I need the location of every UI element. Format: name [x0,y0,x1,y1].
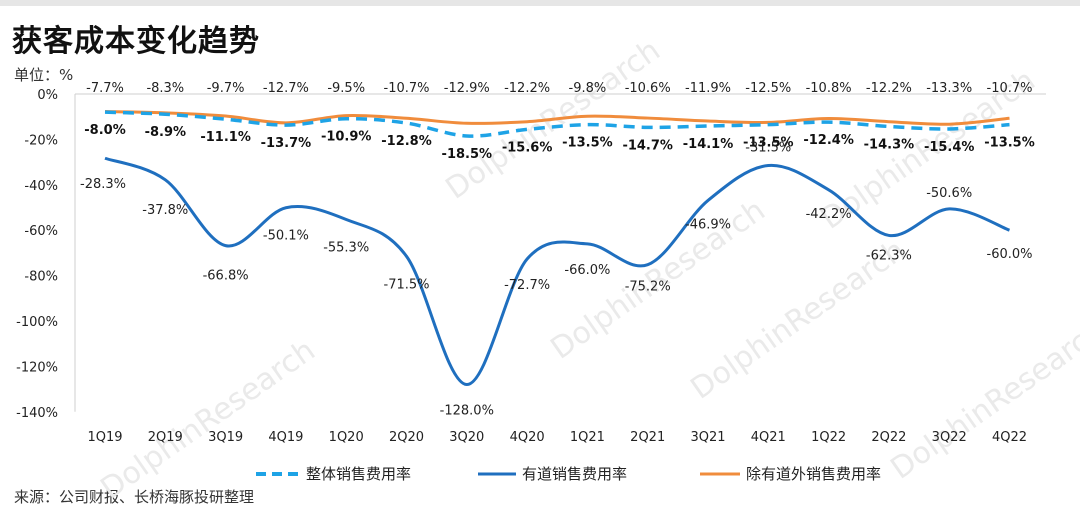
y-tick-label: -80% [24,270,58,285]
data-label-youdao: -42.2% [806,207,852,222]
legend-label-youdao: 有道销售费用率 [522,465,627,483]
data-label-overall: -13.5% [562,136,613,151]
y-tick-label: -120% [16,360,58,375]
x-tick-label: 1Q19 [87,430,122,445]
data-label-overall: -14.3% [864,137,915,152]
data-label-overall: -18.5% [442,147,493,162]
data-label-youdao: -50.6% [926,186,972,201]
y-tick-label: -40% [24,179,58,194]
data-label-excl-youdao: -9.7% [207,81,245,96]
data-label-excl-youdao: -12.2% [866,81,912,96]
data-label-excl-youdao: -11.9% [685,81,731,96]
data-label-overall: -12.4% [803,133,854,148]
data-label-overall: -15.4% [924,140,975,155]
x-tick-label: 1Q20 [329,430,364,445]
x-tick-label: 4Q19 [268,430,303,445]
series-line-youdao [104,156,1011,387]
x-tick-label: 2Q19 [148,430,183,445]
x-tick-label: 3Q22 [932,430,967,445]
x-tick-label: 3Q20 [449,430,484,445]
data-label-excl-youdao: -12.7% [263,81,309,96]
data-label-youdao: -62.3% [866,248,912,263]
y-tick-label: -140% [16,406,58,421]
y-tick-label: -100% [16,315,58,330]
data-label-youdao: -71.5% [384,277,430,292]
series-line-overall [104,110,1010,138]
x-tick-label: 2Q22 [871,430,906,445]
data-label-overall: -8.9% [145,125,186,140]
x-tick-label: 4Q20 [510,430,545,445]
data-label-youdao: -55.3% [323,241,369,256]
y-tick-label: 0% [37,88,58,103]
data-label-youdao: -75.2% [625,280,671,295]
data-label-excl-youdao: -10.7% [987,81,1033,96]
data-label-excl-youdao: -12.2% [504,81,550,96]
x-tick-label: 2Q20 [389,430,424,445]
data-label-excl-youdao: -9.5% [327,81,365,96]
data-label-overall: -11.1% [200,130,251,145]
data-label-excl-youdao: -9.8% [569,81,607,96]
unit-label: 单位：% [14,66,74,84]
data-label-youdao: -31.5% [745,141,791,156]
data-label-overall: -13.7% [261,136,312,151]
data-label-overall: -15.6% [502,140,553,155]
data-label-overall: -14.7% [622,138,673,153]
y-tick-label: -20% [24,133,58,148]
data-label-excl-youdao: -7.7% [86,81,124,96]
data-label-youdao: -66.0% [564,263,610,278]
y-tick-label: -60% [24,224,58,239]
watermark: DolphinResearch [95,333,322,507]
data-label-excl-youdao: -10.6% [625,81,671,96]
series-line-excl-youdao [104,109,1010,126]
x-tick-label: 1Q22 [811,430,846,445]
x-tick-label: 1Q21 [570,430,605,445]
data-label-youdao: -46.9% [685,217,731,232]
data-label-youdao: -50.1% [263,229,309,244]
data-label-overall: -13.5% [743,136,794,151]
x-tick-label: 2Q21 [630,430,665,445]
legend-label-overall: 整体销售费用率 [306,465,411,483]
x-tick-label: 3Q21 [690,430,725,445]
data-label-youdao: -66.8% [203,269,249,284]
x-tick-label: 4Q21 [751,430,786,445]
data-label-youdao: -28.3% [80,177,126,192]
data-label-youdao: -128.0% [440,404,494,419]
data-label-excl-youdao: -10.7% [384,81,430,96]
data-label-overall: -12.8% [381,134,432,149]
data-label-overall: -14.1% [683,137,734,152]
data-label-youdao: -72.7% [504,278,550,293]
data-label-overall: -8.0% [84,123,125,138]
watermark: DolphinResearch [885,313,1080,487]
data-label-excl-youdao: -12.5% [745,81,791,96]
source-note: 来源：公司财报、长桥海豚投研整理 [14,488,255,506]
data-label-overall: -13.5% [984,136,1035,151]
data-label-excl-youdao: -10.8% [806,81,852,96]
data-label-overall: -10.9% [321,130,372,145]
top-bar [0,0,1080,6]
data-label-excl-youdao: -13.3% [926,81,972,96]
data-label-excl-youdao: -12.9% [444,81,490,96]
x-tick-label: 4Q22 [992,430,1027,445]
legend-label-excl-youdao: 除有道外销售费用率 [746,465,881,483]
page-title: 获客成本变化趋势 [12,24,260,59]
x-tick-label: 3Q19 [208,430,243,445]
data-label-youdao: -37.8% [142,203,188,218]
data-label-excl-youdao: -8.3% [146,81,184,96]
data-label-youdao: -60.0% [987,247,1033,262]
